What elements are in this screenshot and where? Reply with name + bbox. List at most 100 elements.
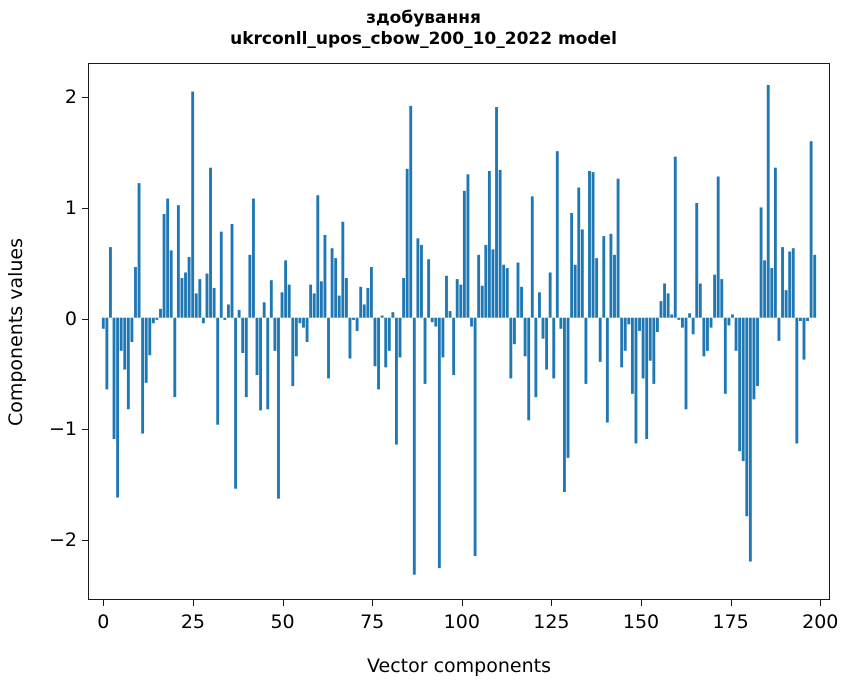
bar bbox=[627, 317, 631, 325]
chart-title: здобування ukrconll_upos_cbow_200_10_202… bbox=[0, 8, 847, 49]
bar bbox=[126, 317, 130, 410]
bar bbox=[713, 274, 717, 318]
x-tick-mark bbox=[551, 599, 553, 606]
bar bbox=[262, 302, 266, 318]
x-tick-label: 125 bbox=[533, 611, 570, 633]
y-tick-mark bbox=[82, 540, 89, 542]
bar bbox=[634, 317, 638, 444]
y-tick-mark bbox=[82, 429, 89, 431]
bar bbox=[330, 248, 334, 318]
bar bbox=[412, 317, 416, 575]
bar bbox=[148, 317, 152, 356]
bar bbox=[752, 317, 756, 400]
bar bbox=[466, 174, 470, 318]
bar bbox=[548, 272, 552, 318]
bar bbox=[119, 317, 123, 351]
bar bbox=[402, 278, 406, 318]
bar bbox=[441, 317, 445, 358]
bar bbox=[605, 317, 609, 423]
bar bbox=[602, 236, 606, 318]
bar bbox=[580, 229, 584, 318]
bar bbox=[344, 278, 348, 318]
bar bbox=[652, 317, 656, 384]
bar bbox=[598, 317, 602, 362]
bar-series bbox=[101, 84, 817, 575]
x-axis-label: Vector components bbox=[88, 655, 830, 677]
bar bbox=[191, 91, 195, 318]
bar bbox=[427, 259, 431, 318]
bar bbox=[259, 317, 263, 411]
bar bbox=[373, 317, 377, 367]
bar bbox=[798, 317, 802, 322]
bar bbox=[309, 284, 313, 318]
x-tick-mark bbox=[282, 599, 284, 606]
bar bbox=[291, 317, 295, 387]
bar bbox=[252, 198, 255, 318]
bar bbox=[523, 317, 527, 357]
bar bbox=[706, 317, 709, 351]
bar bbox=[470, 317, 473, 327]
bar bbox=[777, 317, 781, 341]
bar bbox=[316, 195, 320, 318]
bar bbox=[480, 285, 484, 318]
bar bbox=[184, 272, 187, 318]
bar bbox=[273, 317, 277, 351]
bar bbox=[659, 301, 663, 318]
bar bbox=[305, 317, 309, 342]
bar bbox=[484, 244, 488, 318]
bar bbox=[655, 317, 659, 333]
bar bbox=[105, 317, 109, 390]
y-tick-label: 1 bbox=[64, 196, 77, 219]
bar bbox=[230, 223, 234, 318]
bar bbox=[241, 317, 245, 354]
bar bbox=[377, 317, 380, 390]
bar bbox=[284, 260, 288, 318]
bar bbox=[437, 317, 441, 569]
bar bbox=[759, 207, 763, 318]
bar bbox=[709, 317, 713, 328]
bar bbox=[380, 315, 384, 318]
y-tick-mark bbox=[82, 207, 89, 209]
y-tick-label: −1 bbox=[48, 418, 77, 441]
bar bbox=[630, 317, 634, 394]
bar bbox=[134, 266, 137, 318]
bar bbox=[219, 231, 223, 318]
bar bbox=[648, 317, 652, 361]
bar bbox=[795, 317, 799, 444]
bar bbox=[448, 311, 452, 318]
x-tick-mark bbox=[372, 599, 374, 606]
bar bbox=[666, 293, 670, 318]
bar bbox=[130, 317, 134, 342]
bar bbox=[294, 317, 298, 357]
x-tick-mark bbox=[103, 599, 105, 606]
bar bbox=[369, 266, 373, 318]
bar bbox=[405, 168, 409, 318]
bar bbox=[209, 167, 212, 318]
bar bbox=[541, 317, 545, 339]
bar bbox=[162, 214, 166, 318]
bar bbox=[702, 317, 706, 357]
x-tick-label: 50 bbox=[270, 611, 295, 633]
bar bbox=[166, 198, 170, 318]
bar bbox=[566, 317, 570, 458]
bar bbox=[352, 317, 355, 320]
bar bbox=[319, 281, 323, 318]
bar bbox=[620, 317, 624, 368]
bar bbox=[806, 317, 809, 322]
bar bbox=[159, 308, 162, 318]
bar bbox=[423, 317, 427, 384]
bar bbox=[223, 317, 227, 320]
bar bbox=[180, 278, 184, 318]
bar bbox=[430, 317, 434, 323]
bar bbox=[691, 317, 695, 335]
bar bbox=[731, 314, 734, 318]
bar bbox=[527, 317, 531, 421]
bar bbox=[520, 286, 523, 318]
bar bbox=[573, 264, 577, 318]
bar bbox=[616, 178, 620, 318]
bar bbox=[327, 317, 330, 379]
x-tick-mark bbox=[461, 599, 463, 606]
y-tick-mark bbox=[82, 318, 89, 320]
bar bbox=[198, 279, 202, 318]
bar bbox=[366, 287, 370, 318]
